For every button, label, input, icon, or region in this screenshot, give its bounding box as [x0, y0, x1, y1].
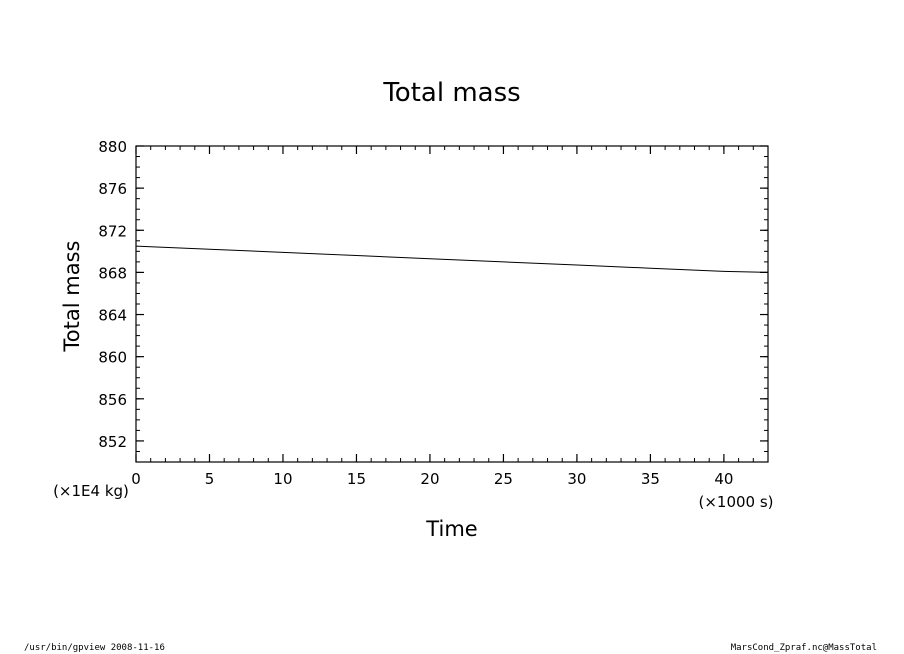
y-axis-unit: (×1E4 kg) [53, 482, 129, 500]
footer-command: /usr/bin/gpview 2008-11-16 [24, 643, 165, 653]
y-tick-label: 872 [98, 222, 127, 240]
y-axis-label: Total mass [60, 241, 84, 353]
series-layer [135, 245, 769, 273]
x-tick-label: 40 [714, 470, 733, 488]
y-tick-label: 876 [98, 180, 127, 198]
y-tick-label: 860 [98, 349, 127, 367]
y-tick-label: 880 [98, 138, 127, 156]
chart-title: Total mass [382, 78, 520, 108]
minor-ticks [135, 145, 769, 463]
x-tick-label: 0 [131, 470, 141, 488]
x-tick-label: 35 [641, 470, 660, 488]
y-tick-label: 852 [98, 433, 127, 451]
y-tick-label: 868 [98, 264, 127, 282]
plot-frame [135, 145, 769, 463]
y-tick-label: 856 [98, 391, 127, 409]
x-axis-label: Time [425, 517, 477, 541]
x-tick-label: 20 [420, 470, 439, 488]
x-tick-label: 25 [494, 470, 513, 488]
x-tick-label: 10 [273, 470, 292, 488]
series-line [135, 245, 769, 273]
x-tick-label: 15 [347, 470, 366, 488]
x-axis-unit: (×1000 s) [698, 493, 773, 511]
y-tick-label: 864 [98, 307, 127, 325]
y-axis-ticks: 852 856 860 864 868 872 876 880 [98, 138, 768, 451]
x-tick-label: 30 [567, 470, 586, 488]
x-tick-label: 5 [205, 470, 215, 488]
x-axis-ticks: 0 5 10 15 20 25 30 35 40 [131, 146, 733, 488]
footer-source: MarsCond_Zpraf.nc@MassTotal [730, 643, 877, 653]
